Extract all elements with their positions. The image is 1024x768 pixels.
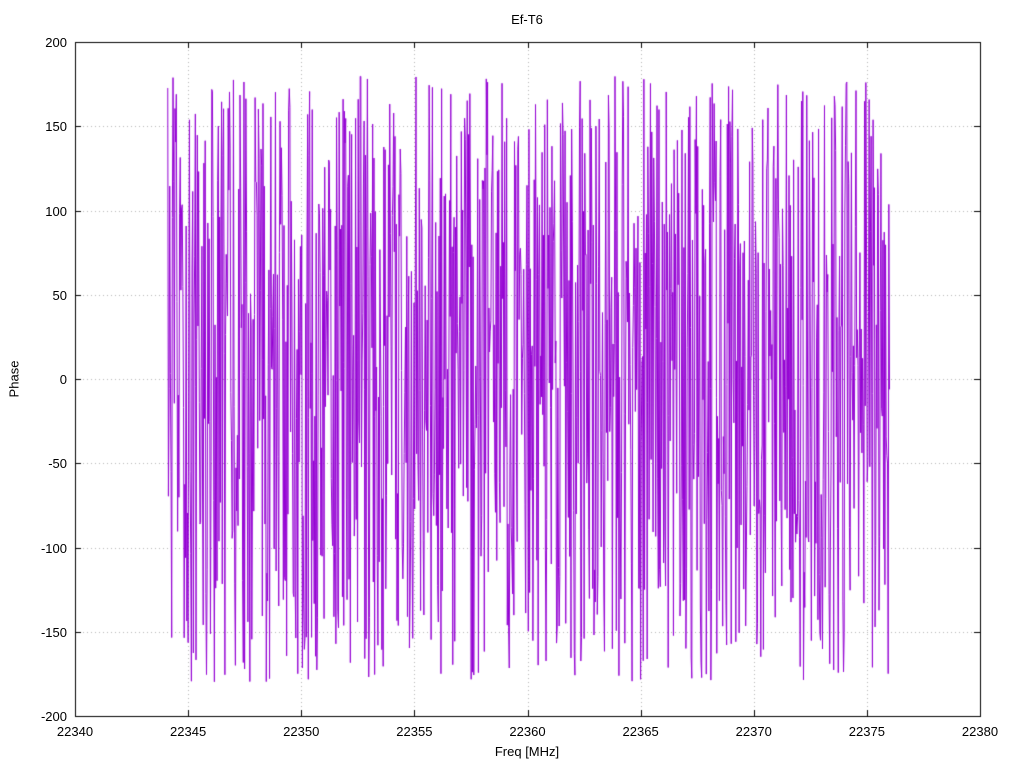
x-tick-label: 22380 — [961, 724, 999, 739]
chart-title: Ef-T6 — [511, 12, 543, 27]
y-tick-label: 0 — [59, 372, 67, 387]
y-tick-label: 200 — [45, 35, 67, 50]
x-tick-label: 22360 — [509, 724, 546, 739]
x-axis-label: Freq [MHz] — [494, 744, 560, 759]
y-tick-label: -50 — [48, 456, 67, 472]
y-tick-label: -100 — [40, 540, 67, 556]
x-tick-label: 22355 — [396, 724, 433, 739]
x-tick-label: 22345 — [170, 724, 207, 739]
x-tick-label: 22350 — [283, 724, 320, 739]
y-tick-label: 150 — [45, 119, 67, 135]
y-tick-label: -200 — [40, 709, 67, 724]
x-tick-label: 22370 — [735, 724, 772, 739]
y-tick-label: -150 — [40, 624, 67, 640]
y-tick-label: 100 — [45, 203, 67, 219]
x-tick-label: 22340 — [56, 724, 94, 739]
x-tick-label: 22365 — [622, 724, 659, 739]
y-axis-label: Phase — [6, 360, 22, 398]
y-tick-label: 50 — [52, 287, 67, 303]
x-tick-label: 22375 — [848, 724, 885, 739]
